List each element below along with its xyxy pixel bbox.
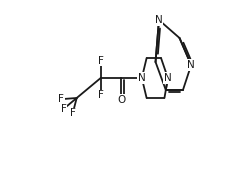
Text: F: F (98, 90, 104, 100)
Text: F: F (61, 104, 67, 114)
Text: F: F (98, 56, 104, 66)
Text: N: N (164, 73, 172, 83)
Text: N: N (138, 73, 146, 83)
Text: F: F (70, 108, 76, 118)
Text: N: N (187, 60, 195, 70)
Text: F: F (58, 94, 64, 104)
Text: O: O (117, 95, 125, 105)
Text: N: N (155, 15, 163, 25)
